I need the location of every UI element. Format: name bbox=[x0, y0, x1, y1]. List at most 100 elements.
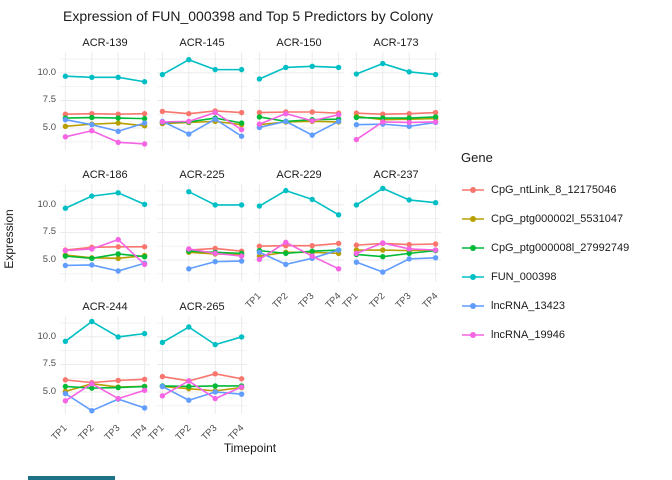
data-point bbox=[335, 64, 342, 71]
legend-item-label: CpG_ptg000008l_27992749 bbox=[491, 241, 630, 254]
data-point bbox=[380, 111, 386, 117]
series-line-CpG_ptg000002l_5531047 bbox=[161, 120, 243, 126]
data-point bbox=[238, 384, 245, 390]
data-point bbox=[62, 338, 69, 345]
series-line-lncRNA_13423 bbox=[161, 118, 243, 138]
data-point bbox=[141, 376, 148, 383]
legend-item-lncrna_19946: lncRNA_19946 bbox=[461, 320, 629, 349]
series-points-CpG_ptg000008l_27992749 bbox=[353, 114, 439, 121]
data-point bbox=[432, 114, 439, 120]
facet-panel-acr-139 bbox=[60, 52, 150, 150]
data-point bbox=[256, 249, 263, 255]
data-point bbox=[432, 247, 439, 253]
series-points-CpG_ntLink_8_12175046 bbox=[353, 109, 439, 117]
data-point bbox=[283, 239, 289, 246]
data-point bbox=[62, 398, 69, 404]
data-point bbox=[62, 390, 69, 397]
y-axis-title: Expression bbox=[2, 209, 16, 269]
data-point bbox=[62, 134, 69, 140]
data-point bbox=[256, 243, 263, 249]
data-point bbox=[186, 118, 192, 125]
data-point bbox=[283, 110, 289, 117]
legend-item-cpg_ntlink_8_12175046: CpG_ntLink_8_12175046 bbox=[461, 175, 629, 204]
series-points-lncRNA_13423 bbox=[159, 383, 245, 403]
bottom-left-teal-bar bbox=[28, 476, 115, 480]
legend-key-icon bbox=[462, 244, 484, 251]
x-axis-title: Timepoint bbox=[223, 441, 277, 455]
series-points-FUN_000398 bbox=[62, 190, 148, 211]
y-tick-label: 5.0 bbox=[42, 385, 56, 397]
legend-item-label: lncRNA_19946 bbox=[491, 328, 565, 341]
data-point bbox=[62, 205, 69, 211]
data-point bbox=[353, 259, 360, 265]
data-point bbox=[335, 112, 342, 118]
series-line-CpG_ptg000008l_27992749 bbox=[258, 249, 340, 255]
legend-item-label: CpG_ptg000002l_5531047 bbox=[491, 212, 624, 225]
facet-panel-acr-173 bbox=[351, 52, 441, 150]
data-point bbox=[238, 258, 245, 264]
data-point bbox=[432, 119, 439, 125]
series-line-CpG_ntLink_8_12175046 bbox=[355, 242, 437, 246]
data-point bbox=[115, 244, 121, 250]
data-point bbox=[115, 395, 121, 402]
y-tick-label: 7.5 bbox=[42, 358, 56, 370]
series-line-lncRNA_19946 bbox=[161, 111, 243, 131]
legend-key-icon bbox=[462, 302, 484, 309]
facet-strip-acr-265: ACR-265 bbox=[179, 301, 225, 313]
data-point bbox=[256, 109, 263, 116]
data-point bbox=[159, 393, 166, 399]
data-point bbox=[62, 123, 69, 130]
data-point bbox=[406, 115, 412, 121]
series-points-lncRNA_19946 bbox=[256, 110, 342, 127]
data-point bbox=[115, 120, 121, 126]
series-line-lncRNA_13423 bbox=[64, 392, 146, 412]
data-point bbox=[186, 57, 192, 63]
series-points-lncRNA_19946 bbox=[186, 246, 245, 259]
series-line-lncRNA_13423 bbox=[355, 256, 437, 273]
facet-strip-acr-139: ACR-139 bbox=[82, 37, 128, 49]
data-point bbox=[212, 116, 218, 122]
data-point bbox=[62, 111, 69, 117]
data-point bbox=[380, 60, 386, 67]
series-points-lncRNA_19946 bbox=[353, 119, 439, 143]
data-point bbox=[406, 197, 412, 203]
data-point bbox=[283, 118, 289, 125]
facet-panel-acr-150 bbox=[254, 52, 344, 150]
series-line-lncRNA_19946 bbox=[64, 238, 146, 266]
data-point bbox=[89, 262, 95, 268]
data-point bbox=[159, 71, 166, 78]
data-point bbox=[141, 383, 148, 390]
data-point bbox=[380, 240, 386, 246]
data-point bbox=[89, 110, 95, 117]
data-point bbox=[115, 377, 121, 384]
series-line-CpG_ptg000008l_27992749 bbox=[355, 116, 437, 119]
data-point bbox=[238, 376, 245, 382]
series-line-CpG_ptg000008l_27992749 bbox=[64, 385, 146, 389]
data-point bbox=[309, 109, 315, 115]
legend-item-fun_000398: FUN_000398 bbox=[461, 262, 629, 291]
data-point bbox=[406, 256, 412, 262]
series-line-lncRNA_19946 bbox=[64, 382, 146, 402]
data-point bbox=[380, 185, 386, 192]
data-point bbox=[309, 132, 315, 138]
x-tick-label: TP2 bbox=[367, 290, 388, 311]
data-point bbox=[283, 187, 289, 194]
legend-item-label: CpG_ntLink_8_12175046 bbox=[491, 183, 617, 196]
data-point bbox=[212, 250, 218, 257]
series-line-CpG_ptg000002l_5531047 bbox=[258, 120, 340, 126]
series-line-CpG_ntLink_8_12175046 bbox=[64, 245, 146, 251]
series-points-lncRNA_13423 bbox=[186, 258, 245, 272]
data-point bbox=[406, 69, 412, 75]
series-points-FUN_000398 bbox=[62, 73, 148, 85]
data-point bbox=[406, 250, 412, 257]
data-point bbox=[115, 255, 121, 262]
data-point bbox=[380, 247, 386, 253]
data-point bbox=[212, 395, 218, 402]
legend-key-icon bbox=[462, 331, 484, 338]
facet-strip-acr-173: ACR-173 bbox=[373, 37, 419, 49]
data-point bbox=[159, 119, 166, 125]
data-point bbox=[283, 64, 289, 71]
data-point bbox=[115, 111, 121, 117]
series-line-FUN_000398 bbox=[258, 189, 340, 216]
data-point bbox=[212, 371, 218, 377]
